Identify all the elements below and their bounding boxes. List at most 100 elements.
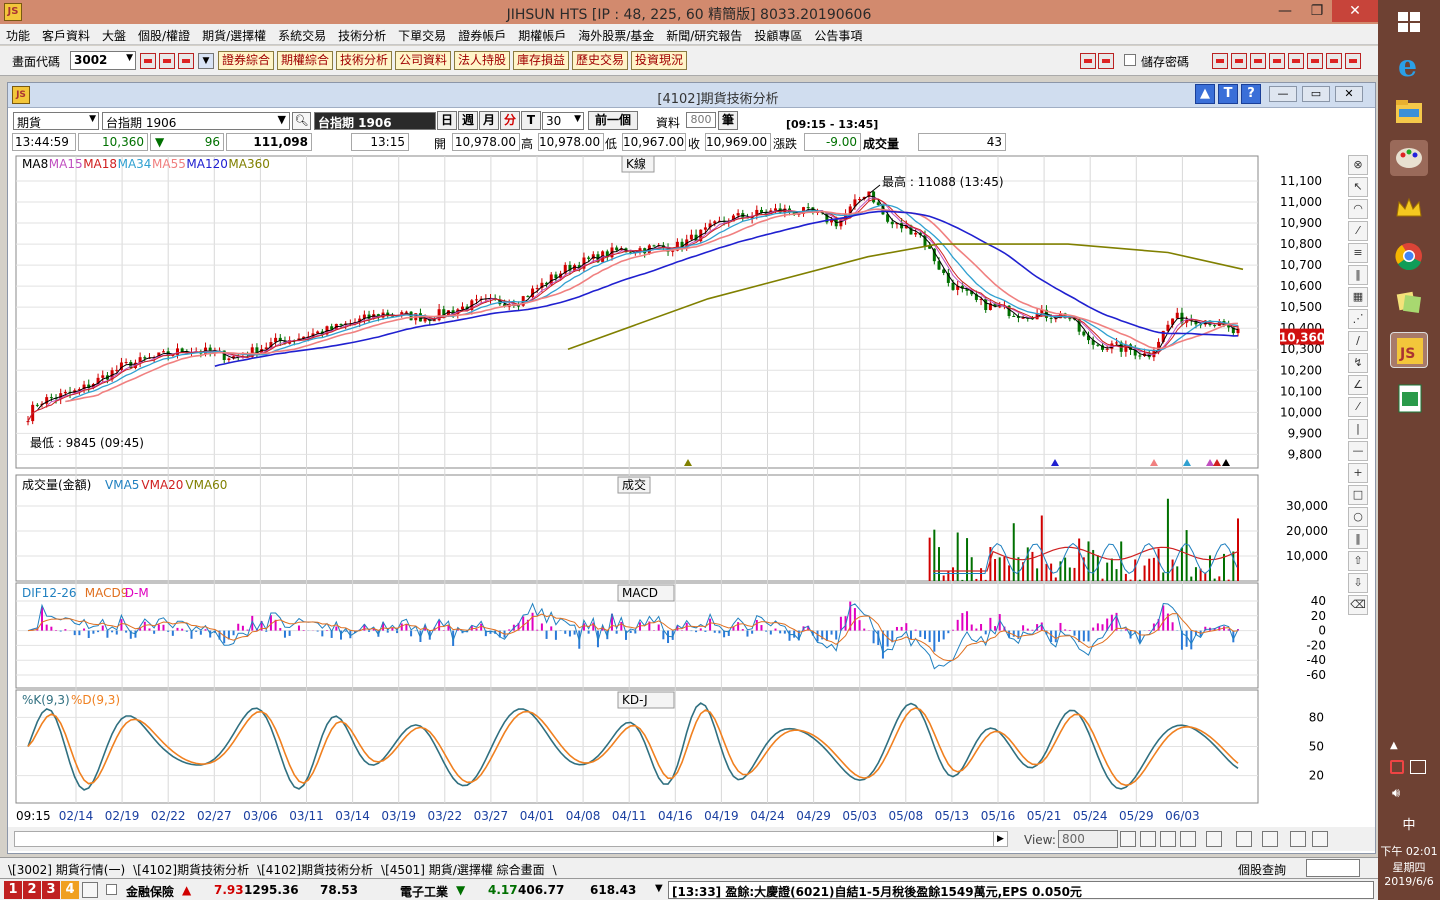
draw-tool-icon-18[interactable]: ⇧	[1348, 551, 1368, 571]
child-maximize-button[interactable]: ▭	[1302, 86, 1330, 102]
draw-tool-icon-1[interactable]: ↖	[1348, 177, 1368, 197]
menu-item-4[interactable]: 期貨/選擇權	[202, 29, 267, 43]
view-count[interactable]: 800	[1058, 830, 1118, 848]
jihsun-app-icon[interactable]: JS	[1390, 332, 1428, 368]
copy-icon[interactable]	[1236, 831, 1252, 847]
child-close-button[interactable]: ✕	[1335, 86, 1363, 102]
monthly-button[interactable]: 月	[479, 111, 499, 130]
window-icon[interactable]	[1262, 831, 1278, 847]
menu-item-13[interactable]: 公告事項	[814, 29, 863, 43]
stock-query-input[interactable]	[1306, 859, 1360, 877]
zoom-out-icon[interactable]	[1120, 831, 1136, 847]
draw-tool-icon-5[interactable]: ‖	[1348, 265, 1368, 285]
close-button[interactable]: ✕	[1332, 0, 1378, 22]
menu-item-10[interactable]: 海外股票/基金	[578, 29, 655, 43]
zoom-in-icon[interactable]	[1140, 831, 1156, 847]
scroll-right-icon[interactable]: ▶	[993, 832, 1007, 846]
page-2-button[interactable]: 2	[23, 881, 41, 899]
window-tab-0[interactable]: \[3002] 期貨行情(一)	[8, 863, 126, 877]
paint-icon[interactable]	[1390, 140, 1428, 176]
draw-tool-icon-20[interactable]: ⌫	[1348, 595, 1368, 615]
draw-tool-icon-7[interactable]: ⋰	[1348, 309, 1368, 329]
help-button[interactable]: ?	[1241, 84, 1261, 104]
pen-icon[interactable]	[1290, 831, 1306, 847]
shortcut-button-5[interactable]: 庫存損益	[513, 51, 569, 70]
save-password-checkbox[interactable]	[1124, 54, 1136, 66]
page-4-button[interactable]: 4	[61, 881, 79, 899]
tool-icon-6[interactable]	[1326, 53, 1342, 69]
draw-tool-icon-17[interactable]: ‖	[1348, 529, 1368, 549]
draw-tool-icon-4[interactable]: ≡	[1348, 243, 1368, 263]
tool-icon-2[interactable]	[1250, 53, 1266, 69]
screen-code-input[interactable]: 3002 ▼	[70, 51, 136, 70]
draw-tool-icon-0[interactable]: ⊗	[1348, 155, 1368, 175]
shortcut-button-1[interactable]: 期權綜合	[277, 51, 333, 70]
chrome-icon[interactable]	[1390, 238, 1428, 274]
tray-security-icon[interactable]	[1390, 760, 1404, 774]
menu-item-3[interactable]: 個股/權證	[138, 29, 191, 43]
gear-icon[interactable]	[1312, 831, 1328, 847]
horizontal-scrollbar[interactable]: ▶	[14, 831, 1008, 847]
minute-button[interactable]: 分	[500, 111, 520, 130]
symbol-input[interactable]: 台指期 1906 ▼	[102, 112, 290, 130]
window-tab-2[interactable]: \[4102]期貨技術分析	[257, 863, 374, 877]
window-tab-3[interactable]: \[4501] 期貨/選擇權 綜合畫面	[381, 863, 545, 877]
menu-item-6[interactable]: 技術分析	[338, 29, 387, 43]
ime-indicator[interactable]: 中	[1402, 818, 1416, 833]
tool-icon-3[interactable]	[1269, 53, 1285, 69]
draw-tool-icon-13[interactable]: —	[1348, 441, 1368, 461]
quote-icon[interactable]	[140, 53, 156, 69]
minimize-button[interactable]: —	[1278, 3, 1292, 19]
tool-icon-5[interactable]	[1307, 53, 1323, 69]
menu-item-8[interactable]: 證券帳戶	[458, 29, 507, 43]
maximize-button[interactable]: ❐	[1310, 3, 1324, 19]
menu-item-0[interactable]: 功能	[6, 29, 31, 43]
draw-tool-icon-6[interactable]: ▦	[1348, 287, 1368, 307]
draw-tool-icon-10[interactable]: ∠	[1348, 375, 1368, 395]
shortcut-button-2[interactable]: 技術分析	[336, 51, 392, 70]
clock-time[interactable]: 下午 02:01	[1380, 845, 1438, 858]
chart-settings-icon[interactable]	[1206, 831, 1222, 847]
shortcut-button-7[interactable]: 投資現況	[631, 51, 687, 70]
text-button[interactable]: T	[1218, 84, 1238, 104]
tool-icon-4[interactable]	[1288, 53, 1304, 69]
folder-icon[interactable]	[159, 53, 175, 69]
refresh-icon[interactable]	[1180, 831, 1196, 847]
tray-up-arrow-icon[interactable]: ▲	[1390, 740, 1398, 751]
search-icon[interactable]: 🔍︎	[292, 112, 311, 130]
windows-start-icon[interactable]	[1390, 4, 1428, 40]
file-explorer-icon[interactable]	[1390, 94, 1428, 130]
spreadsheet-icon[interactable]	[1390, 380, 1428, 416]
prev-icon[interactable]	[1080, 53, 1096, 69]
draw-tool-icon-2[interactable]: ◠	[1348, 199, 1368, 219]
tool-icon-1[interactable]	[1231, 53, 1247, 69]
menu-item-7[interactable]: 下單交易	[398, 29, 447, 43]
tray-volume-icon[interactable]: 🔊︎	[1392, 786, 1401, 801]
tray-network-icon[interactable]	[1410, 760, 1426, 774]
draw-tool-icon-11[interactable]: ⁄	[1348, 397, 1368, 417]
crown-app-icon[interactable]	[1390, 190, 1428, 226]
shortcut-button-3[interactable]: 公司資料	[395, 51, 451, 70]
prev-button[interactable]: 前一個	[588, 111, 638, 130]
draw-tool-icon-9[interactable]: ↯	[1348, 353, 1368, 373]
draw-tool-icon-19[interactable]: ⇩	[1348, 573, 1368, 593]
sticky-notes-icon[interactable]	[1390, 284, 1428, 320]
lock-icon[interactable]	[82, 882, 98, 898]
page-3-button[interactable]: 3	[42, 881, 60, 899]
chart-area[interactable]: 09:15 02/14 02/19 02/22 02/27 03/06 03/11 03/14…	[8, 83, 1375, 855]
news-ticker[interactable]: [13:33] 盈餘:大慶證(6021)自結1-5月稅後盈餘1549萬元,EPS…	[668, 881, 1374, 899]
tool-icon-7[interactable]	[1345, 53, 1361, 69]
draw-tool-icon-16[interactable]: ○	[1348, 507, 1368, 527]
up-arrow-button[interactable]: ▲	[1195, 84, 1215, 104]
draw-tool-icon-12[interactable]: |	[1348, 419, 1368, 439]
menu-item-5[interactable]: 系統交易	[278, 29, 327, 43]
magnifier-icon[interactable]	[1160, 831, 1176, 847]
interval-select[interactable]: 30 ▼	[542, 112, 584, 130]
menu-item-2[interactable]: 大盤	[102, 29, 127, 43]
menu-item-12[interactable]: 投顧專區	[754, 29, 803, 43]
next-icon[interactable]	[1098, 53, 1114, 69]
ie-icon[interactable]: e	[1390, 46, 1428, 84]
index-checkbox[interactable]	[106, 884, 117, 895]
draw-tool-icon-14[interactable]: +	[1348, 463, 1368, 483]
type-select[interactable]: 期貨 ▼	[13, 112, 99, 130]
